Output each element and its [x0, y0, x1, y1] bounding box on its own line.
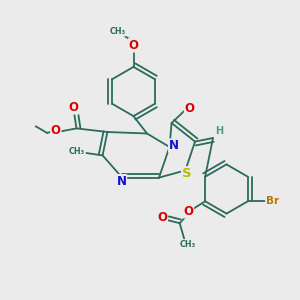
- Text: O: O: [128, 39, 139, 52]
- Text: O: O: [184, 101, 195, 115]
- Text: O: O: [51, 124, 61, 137]
- Text: S: S: [182, 167, 191, 180]
- Text: O: O: [183, 205, 194, 218]
- Text: N: N: [116, 175, 127, 188]
- Text: CH₃: CH₃: [179, 240, 195, 249]
- Text: CH₃: CH₃: [109, 27, 125, 36]
- Text: H: H: [215, 126, 223, 136]
- Text: N: N: [169, 139, 179, 152]
- Text: Br: Br: [266, 196, 279, 206]
- Text: O: O: [157, 211, 167, 224]
- Text: CH₃: CH₃: [69, 147, 85, 156]
- Text: O: O: [68, 101, 79, 114]
